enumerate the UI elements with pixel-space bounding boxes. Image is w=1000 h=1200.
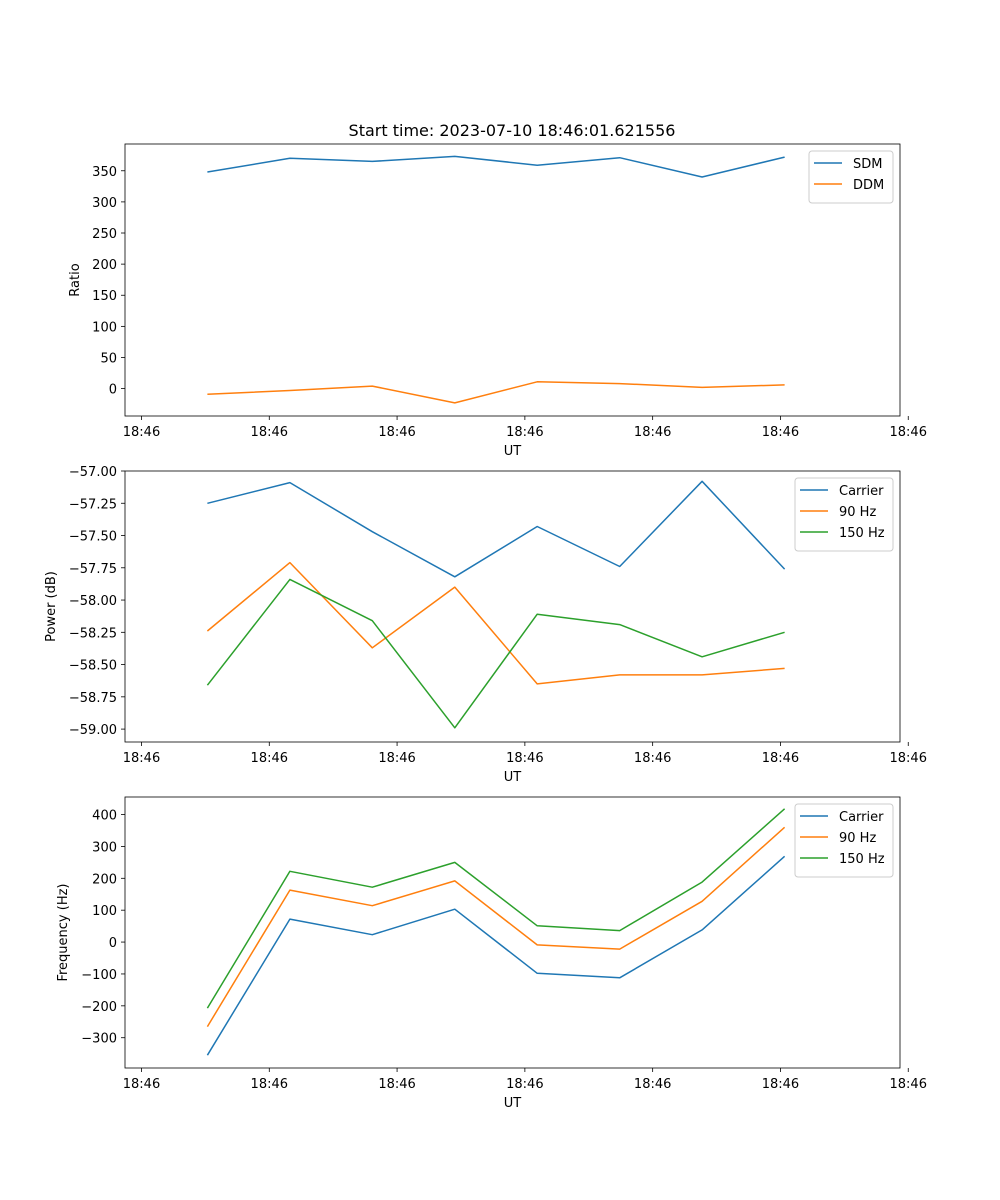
subplot-1: 18:46 18:46 18:46 18:46 18:46 18:46 18:46 0 50 10…: [68, 143, 927, 459]
legend: SDM DDM: [808, 150, 894, 204]
y-tick-label: −200: [81, 1000, 117, 1015]
legend-entry-150-hz: 150 Hz: [839, 852, 885, 867]
y-tick-label: 0: [109, 936, 117, 951]
y-tick-label: −59.00: [69, 723, 117, 738]
legend-box: [808, 150, 894, 204]
x-tick-label: 18:46: [251, 425, 288, 440]
y-tick-label: −57.50: [69, 530, 117, 545]
y-tick-label: 50: [100, 351, 117, 366]
axes-frame: [124, 143, 901, 417]
y-tick-label: 250: [92, 227, 117, 242]
x-tick-label: 18:46: [251, 751, 288, 766]
legend-entry-sdm: SDM: [853, 157, 882, 172]
y-tick-label: −58.75: [69, 691, 117, 706]
x-axis-label: UT: [504, 444, 522, 459]
x-tick-label: 18:46: [123, 751, 160, 766]
x-tick-label: 18:46: [890, 751, 927, 766]
legend-entry-carrier: Carrier: [839, 810, 884, 825]
x-tick-label: 18:46: [506, 425, 543, 440]
axes-frame: [124, 796, 901, 1069]
y-tick-label: −58.50: [69, 659, 117, 674]
x-tick-label: 18:46: [762, 425, 799, 440]
legend-entry-90-hz: 90 Hz: [839, 831, 876, 846]
series-line-carrier: [206, 855, 786, 1056]
y-tick-label: 0: [109, 383, 117, 398]
plots-container: 18:46 18:46 18:46 18:46 18:46 18:46 18:46 0 50 10…: [44, 143, 927, 1111]
x-tick-label: 18:46: [378, 425, 415, 440]
y-tick-label: 300: [92, 840, 117, 855]
y-tick-label: 150: [92, 289, 117, 304]
subplot-3: 18:46 18:46 18:46 18:46 18:46 18:46 18:46 −300 −…: [56, 796, 927, 1111]
series-line-90-hz: [206, 561, 785, 685]
x-tick-label: 18:46: [890, 1077, 927, 1092]
legend-entry-carrier: Carrier: [839, 484, 884, 499]
subplot-2: 18:46 18:46 18:46 18:46 18:46 18:46 18:46 −57.0…: [44, 465, 927, 785]
y-tick-label: −58.00: [69, 594, 117, 609]
y-tick-label: 100: [92, 320, 117, 335]
y-tick-label: −57.75: [69, 562, 117, 577]
legend-entry-150-hz: 150 Hz: [839, 526, 885, 541]
y-axis-label: Ratio: [68, 263, 83, 296]
x-tick-label: 18:46: [506, 751, 543, 766]
y-tick-label: 200: [92, 258, 117, 273]
y-tick-label: −100: [81, 968, 117, 983]
series-line-90-hz: [206, 826, 786, 1027]
series-line-carrier: [207, 480, 786, 578]
y-tick-label: 350: [92, 165, 117, 180]
x-tick-label: 18:46: [506, 1077, 543, 1092]
axes-frame: [124, 470, 901, 743]
x-tick-label: 18:46: [378, 751, 415, 766]
x-tick-label: 18:46: [251, 1077, 288, 1092]
y-tick-label: −300: [81, 1032, 117, 1047]
y-tick-label: −57.00: [69, 465, 117, 480]
y-tick-label: 100: [92, 904, 117, 919]
x-tick-label: 18:46: [634, 425, 671, 440]
series-line-sdm: [207, 155, 785, 178]
y-tick-label: 300: [92, 196, 117, 211]
y-tick-label: −57.25: [69, 497, 117, 512]
series-line-ddm: [207, 381, 785, 404]
x-tick-label: 18:46: [123, 1077, 160, 1092]
x-axis-label: UT: [504, 1096, 522, 1111]
x-tick-label: 18:46: [762, 751, 799, 766]
y-tick-label: −58.25: [69, 626, 117, 641]
x-tick-label: 18:46: [123, 425, 160, 440]
legend: Carrier 90 Hz 150 Hz: [794, 803, 894, 878]
y-axis-label: Frequency (Hz): [56, 883, 71, 981]
x-tick-label: 18:46: [762, 1077, 799, 1092]
y-axis-label: Power (dB): [44, 571, 59, 642]
x-tick-label: 18:46: [634, 1077, 671, 1092]
y-tick-label: 200: [92, 872, 117, 887]
series-line-150-hz: [206, 808, 786, 1009]
legend: Carrier 90 Hz 150 Hz: [794, 477, 894, 552]
legend-entry-90-hz: 90 Hz: [839, 505, 876, 520]
legend-entry-ddm: DDM: [853, 178, 884, 193]
x-axis-label: UT: [504, 770, 522, 785]
series-line-150-hz: [206, 578, 785, 729]
x-tick-label: 18:46: [890, 425, 927, 440]
figure-title: Start time: 2023-07-10 18:46:01.621556: [349, 121, 676, 140]
y-tick-label: 400: [92, 809, 117, 824]
x-tick-label: 18:46: [378, 1077, 415, 1092]
x-tick-label: 18:46: [634, 751, 671, 766]
